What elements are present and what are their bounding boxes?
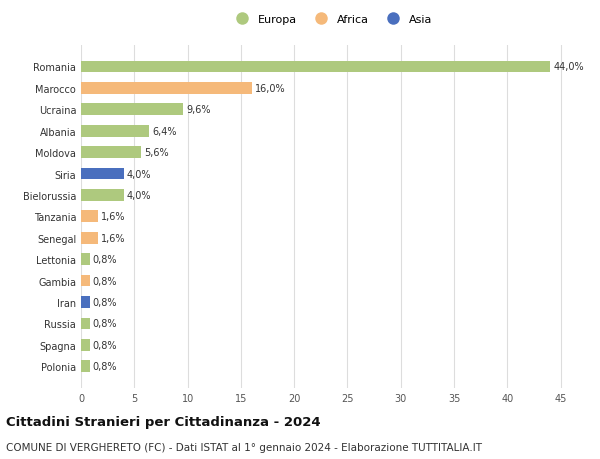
Text: 1,6%: 1,6% (101, 212, 126, 222)
Bar (81, 126, 149, 137)
Bar (81, 147, 140, 159)
Bar (81, 168, 124, 180)
Text: 16,0%: 16,0% (255, 84, 286, 94)
Text: 0,8%: 0,8% (93, 276, 117, 286)
Text: 5,6%: 5,6% (144, 148, 169, 158)
Bar (81, 339, 89, 351)
Text: 1,6%: 1,6% (101, 233, 126, 243)
Text: 0,8%: 0,8% (93, 340, 117, 350)
Text: COMUNE DI VERGHERETO (FC) - Dati ISTAT al 1° gennaio 2024 - Elaborazione TUTTITA: COMUNE DI VERGHERETO (FC) - Dati ISTAT a… (6, 442, 482, 452)
Bar (81, 361, 89, 372)
Text: 0,8%: 0,8% (93, 297, 117, 308)
Text: Cittadini Stranieri per Cittadinanza - 2024: Cittadini Stranieri per Cittadinanza - 2… (6, 415, 320, 428)
Bar (81, 62, 550, 73)
Legend: Europa, Africa, Asia: Europa, Africa, Asia (226, 11, 437, 29)
Bar (81, 297, 89, 308)
Text: 0,8%: 0,8% (93, 361, 117, 371)
Bar (81, 254, 89, 265)
Bar (81, 190, 124, 202)
Bar (81, 104, 184, 116)
Text: 0,8%: 0,8% (93, 255, 117, 264)
Bar (81, 275, 89, 287)
Bar (81, 232, 98, 244)
Bar (81, 211, 98, 223)
Text: 44,0%: 44,0% (553, 62, 584, 73)
Text: 4,0%: 4,0% (127, 169, 151, 179)
Bar (81, 83, 251, 95)
Text: 0,8%: 0,8% (93, 319, 117, 329)
Text: 4,0%: 4,0% (127, 190, 151, 201)
Bar (81, 318, 89, 330)
Text: 6,4%: 6,4% (152, 126, 177, 136)
Text: 9,6%: 9,6% (187, 105, 211, 115)
